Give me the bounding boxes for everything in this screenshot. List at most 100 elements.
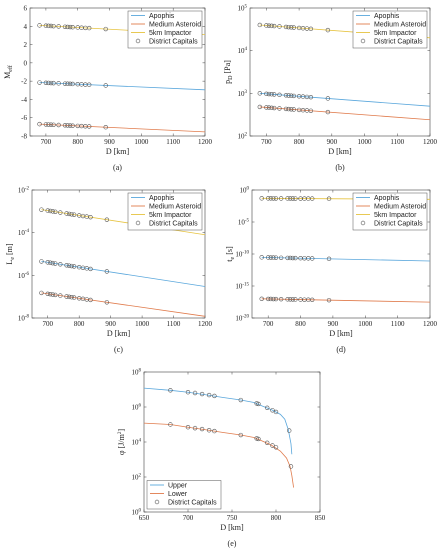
- legend-label: Apophis: [374, 13, 400, 20]
- district-capital-marker: [192, 425, 198, 431]
- district-capital-marker: [71, 295, 77, 300]
- district-capital-marker: [168, 422, 173, 427]
- x-tick-label: 900: [328, 320, 339, 328]
- district-capital-marker: [185, 390, 191, 395]
- district-capital-marker: [46, 122, 51, 127]
- legend-label: Medium Asteroid: [149, 22, 201, 29]
- x-tick-label: 1200: [423, 138, 438, 146]
- district-capital-marker: [308, 94, 314, 100]
- district-capital-marker: [326, 196, 332, 201]
- legend-label: Lower: [168, 491, 188, 498]
- district-capital-marker: [265, 196, 271, 201]
- district-capital-marker: [283, 93, 289, 98]
- district-capital-marker: [50, 292, 55, 297]
- district-capital-marker: [70, 81, 75, 87]
- district-capital-marker: [53, 209, 58, 214]
- y-tick-label: 10-20: [235, 315, 249, 323]
- district-capital-marker: [309, 256, 315, 261]
- district-capital-marker: [88, 297, 93, 303]
- x-tick-label: 1000: [135, 320, 150, 328]
- legend-marker-swatch: [360, 220, 366, 226]
- district-capital-marker: [69, 295, 74, 300]
- district-capital-marker: [286, 93, 291, 98]
- x-tick-label: 700: [261, 138, 272, 146]
- district-capital-marker: [293, 196, 298, 201]
- x-tick-label: 1200: [423, 320, 438, 328]
- series-line-medium-asteroid: [259, 106, 431, 121]
- district-capital-marker: [43, 23, 49, 28]
- y-tick-label: 4: [24, 23, 28, 31]
- district-capital-marker: [290, 255, 295, 261]
- legend-label: 5km Impactor: [149, 30, 192, 37]
- legend-marker-swatch: [154, 499, 160, 505]
- district-capital-marker: [257, 104, 263, 110]
- legend-label: Medium Asteroid: [374, 22, 426, 29]
- plot-area-frame: [249, 7, 431, 137]
- district-capital-marker: [269, 105, 274, 111]
- panel-caption: (e): [228, 539, 237, 548]
- district-capital-marker: [259, 296, 264, 301]
- district-capital-marker: [283, 106, 289, 112]
- district-capital-marker: [65, 123, 70, 128]
- y-tick-label: -2: [21, 78, 27, 86]
- district-capital-marker: [48, 23, 54, 29]
- x-tick-label: 700: [42, 320, 53, 328]
- legend-label: Apophis: [149, 195, 175, 202]
- district-capital-marker: [168, 388, 173, 393]
- district-capital-marker: [185, 425, 191, 430]
- legend-marker-swatch: [360, 38, 366, 44]
- district-capital-marker: [238, 432, 244, 438]
- district-capital-marker: [268, 255, 273, 260]
- district-capital-marker: [104, 300, 110, 305]
- panel-caption: (a): [113, 163, 122, 172]
- district-capital-marker: [265, 296, 271, 302]
- district-capital-marker: [308, 26, 314, 32]
- district-capital-marker: [69, 263, 74, 269]
- district-capital-marker: [48, 260, 53, 265]
- y-tick-label: 2: [24, 41, 28, 49]
- y-tick-label: 104: [238, 47, 248, 55]
- legend-marker-swatch: [135, 220, 141, 226]
- legend-label: Medium Asteroid: [374, 204, 426, 211]
- legend-label: Apophis: [374, 195, 400, 202]
- y-tick-label: 100: [240, 187, 250, 195]
- series-line-apophis: [39, 82, 206, 91]
- x-tick-label: 700: [183, 514, 194, 522]
- y-tick-label: 102: [132, 474, 142, 482]
- y-axis-label: Meff: [3, 65, 14, 79]
- legend-box: [352, 10, 428, 49]
- district-capital-marker: [325, 109, 331, 115]
- x-tick-label: 800: [294, 138, 305, 146]
- district-capital-marker: [269, 92, 274, 97]
- x-tick-label: 900: [327, 138, 338, 146]
- district-capital-marker: [48, 122, 54, 127]
- series-line-medium-asteroid: [39, 123, 206, 133]
- x-tick-label: 700: [263, 320, 274, 328]
- district-capital-marker: [283, 24, 289, 30]
- y-tick-label: 102: [238, 133, 248, 141]
- district-capital-marker: [308, 108, 314, 113]
- district-capital-marker: [259, 196, 264, 201]
- legend-box: [127, 10, 203, 49]
- plot-area-frame: [29, 7, 206, 137]
- district-capital-marker: [286, 24, 291, 30]
- district-capital-marker: [45, 208, 50, 213]
- district-capital-marker: [309, 297, 315, 303]
- district-capital-marker: [270, 408, 275, 413]
- district-capital-marker: [268, 196, 273, 201]
- district-capital-marker: [64, 263, 69, 268]
- district-capital-marker: [212, 428, 217, 434]
- chart-panel-e: 650 700 750 800 850 100 102 104 106 108 D [km] φ [J…: [117, 369, 326, 549]
- district-capital-marker: [56, 122, 61, 128]
- y-axis-label: φ [J/m2]: [117, 429, 126, 455]
- y-tick-label: -4: [21, 96, 27, 104]
- district-capital-marker: [265, 255, 271, 260]
- district-capital-marker: [45, 260, 50, 265]
- chart-panel-c: 700 800 900 1000 1100 1200 10-8 10-6 10-4 10-2 D […: [5, 187, 213, 355]
- district-capital-marker: [257, 22, 263, 28]
- district-capital-marker: [66, 263, 72, 268]
- district-capital-marker: [43, 122, 49, 127]
- district-capital-marker: [53, 261, 58, 266]
